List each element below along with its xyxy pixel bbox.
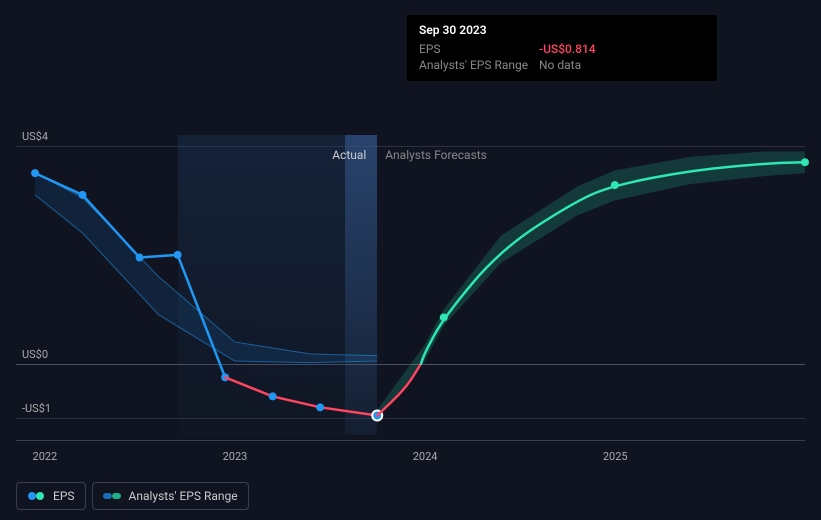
marker-eps_forecast_pos xyxy=(611,181,619,189)
x-axis-label: 2024 xyxy=(413,450,438,463)
tooltip-row-label: Analysts' EPS Range xyxy=(419,58,539,72)
actual-region-label: Actual xyxy=(332,148,366,162)
legend-item-range[interactable]: Analysts' EPS Range xyxy=(92,482,249,510)
marker-eps_actual_pos xyxy=(136,254,144,262)
legend-item-eps[interactable]: EPS xyxy=(16,482,86,510)
legend-label-range: Analysts' EPS Range xyxy=(129,489,238,503)
tooltip-title: Sep 30 2023 xyxy=(419,23,705,37)
forecast-region-label: Analysts Forecasts xyxy=(385,148,487,162)
x-axis-label: 2022 xyxy=(33,450,58,463)
marker-eps_forecast_pos xyxy=(801,158,809,166)
marker-eps_actual_neg xyxy=(269,392,277,400)
marker-eps_actual_pos xyxy=(79,191,87,199)
marker-eps_actual_pos xyxy=(31,169,39,177)
y-axis-label: -US$1 xyxy=(22,402,51,415)
tooltip-row: EPS-US$0.814 xyxy=(419,41,705,57)
range_band_forecast xyxy=(377,151,805,418)
tooltip-row: Analysts' EPS RangeNo data xyxy=(419,57,705,73)
y-axis-label: US$0 xyxy=(22,348,48,361)
chart-legend: EPS Analysts' EPS Range xyxy=(16,482,249,510)
marker-eps_forecast_pos xyxy=(440,313,448,321)
chart-tooltip: Sep 30 2023 EPS-US$0.814Analysts' EPS Ra… xyxy=(407,15,717,81)
tooltip-row-value: -US$0.814 xyxy=(539,42,596,56)
legend-swatch-eps xyxy=(27,491,45,501)
legend-label-eps: EPS xyxy=(53,489,75,503)
legend-swatch-range xyxy=(103,491,121,501)
tooltip-row-value: No data xyxy=(539,58,581,72)
eps-chart: US$4 US$0 -US$1 2022 2023 2024 2025 Actual An… xyxy=(0,0,821,520)
marker-eps_actual_neg xyxy=(316,403,324,411)
series-eps_actual_neg xyxy=(225,377,377,415)
x-axis-label: 2025 xyxy=(603,450,628,463)
y-axis-label: US$4 xyxy=(22,130,48,143)
marker-eps_actual_pos xyxy=(174,251,182,259)
tooltip-row-label: EPS xyxy=(419,42,539,56)
x-axis-label: 2023 xyxy=(223,450,248,463)
